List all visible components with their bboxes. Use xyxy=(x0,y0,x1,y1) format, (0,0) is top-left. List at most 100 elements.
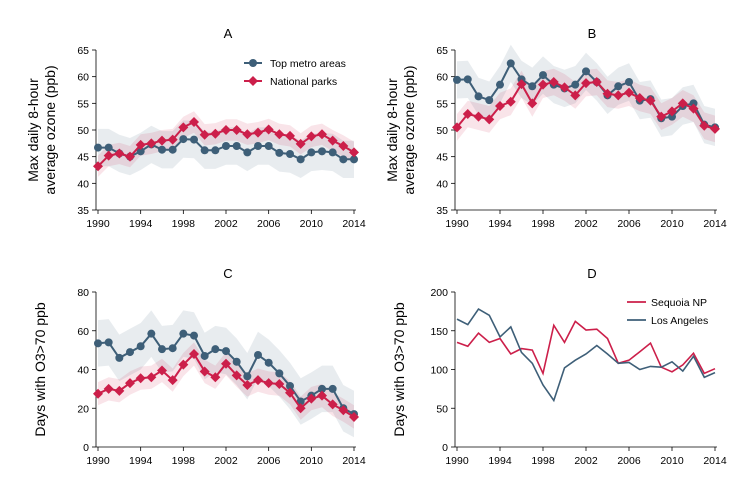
data-point xyxy=(222,347,230,356)
x-tick-label: 2010 xyxy=(300,218,324,230)
data-point xyxy=(677,98,688,109)
data-point xyxy=(253,127,263,138)
data-point xyxy=(168,344,177,353)
x-tick-label: 2002 xyxy=(574,455,598,467)
data-point xyxy=(158,345,166,354)
x-tick-label: 2006 xyxy=(617,218,641,230)
legend: Top metro areas National parks xyxy=(244,58,346,88)
legend-marker xyxy=(248,76,258,86)
data-point xyxy=(516,79,527,90)
data-point xyxy=(146,138,157,149)
series-line-sequoia-np xyxy=(456,320,716,376)
data-point xyxy=(231,370,242,381)
confidence-band-metro xyxy=(457,44,715,147)
data-point xyxy=(582,67,590,76)
y-tick-label: 0 xyxy=(442,442,448,454)
data-point xyxy=(667,106,677,117)
chart-title: D xyxy=(587,266,596,281)
data-point xyxy=(274,379,285,390)
y-tick-label: 60 xyxy=(77,72,89,84)
data-point xyxy=(179,135,188,144)
y-tick-label: 35 xyxy=(436,205,448,217)
data-point xyxy=(253,375,263,386)
data-point xyxy=(295,138,306,149)
legend-label: Sequoia NP xyxy=(651,297,707,309)
data-point xyxy=(485,96,494,105)
data-point xyxy=(668,112,676,121)
data-point xyxy=(190,331,198,340)
x-tick-label: 1998 xyxy=(172,455,196,467)
data-point xyxy=(317,390,327,401)
y-axis-label: Max daily 8-hour xyxy=(384,78,400,182)
y-axis-label: Days with O3>70 ppb xyxy=(391,302,407,436)
y-tick-label: 40 xyxy=(436,178,448,190)
data-point xyxy=(211,146,220,155)
x-tick-label: 1998 xyxy=(172,218,196,230)
data-point xyxy=(125,151,135,162)
data-point xyxy=(275,148,284,157)
data-point xyxy=(463,75,472,84)
data-point xyxy=(527,98,538,109)
data-point xyxy=(528,82,537,91)
y-tick-label: 45 xyxy=(436,152,448,164)
x-tick-label: 2014 xyxy=(342,218,366,230)
data-point xyxy=(199,129,210,140)
y-axis-label: Days with O3>70 ppb xyxy=(32,302,48,436)
data-point xyxy=(136,342,145,351)
chart-panel-A: A 35 40 45 50 55 60 65 1990 1994 1998 2002 2006 2010 2… xyxy=(25,26,366,230)
data-point xyxy=(104,338,113,347)
data-point xyxy=(115,353,124,362)
y-tick-label: 40 xyxy=(77,178,89,190)
data-point xyxy=(104,143,113,152)
x-tick-label: 2002 xyxy=(574,218,598,230)
x-tick-label: 2014 xyxy=(703,218,727,230)
data-point xyxy=(506,59,515,68)
y-axis-label: average ozone (ppb) xyxy=(42,65,58,194)
data-point xyxy=(211,345,220,354)
data-point xyxy=(147,329,156,338)
data-point xyxy=(167,134,178,145)
data-point xyxy=(190,135,198,144)
data-point xyxy=(306,393,317,404)
data-point xyxy=(243,148,252,157)
data-point xyxy=(114,385,125,396)
data-point xyxy=(263,124,274,135)
data-point xyxy=(328,384,337,393)
data-point xyxy=(114,148,125,159)
data-point xyxy=(296,155,305,164)
data-point xyxy=(484,114,495,125)
data-point xyxy=(602,88,613,99)
data-point xyxy=(570,90,581,101)
data-point xyxy=(200,351,209,360)
data-point xyxy=(135,139,146,150)
data-point xyxy=(210,372,221,383)
data-point xyxy=(94,339,102,348)
x-tick-label: 2010 xyxy=(660,218,684,230)
data-point xyxy=(157,365,167,376)
data-point xyxy=(285,387,295,398)
y-axis-label: Max daily 8-hour xyxy=(25,78,41,182)
legend-label: Los Angeles xyxy=(651,315,708,327)
data-point xyxy=(591,77,602,87)
y-tick-label: 35 xyxy=(77,205,89,217)
x-tick-label: 2010 xyxy=(660,455,684,467)
data-point xyxy=(135,373,146,384)
legend-marker xyxy=(249,59,257,67)
confidence-band-metro xyxy=(98,310,354,438)
data-point xyxy=(688,103,699,114)
data-point xyxy=(254,142,262,150)
data-point xyxy=(581,78,591,89)
y-tick-label: 40 xyxy=(77,365,89,377)
data-point xyxy=(327,399,338,410)
data-point xyxy=(221,358,231,369)
x-tick-label: 2014 xyxy=(703,455,727,467)
legend: Sequoia NP Los Angeles xyxy=(627,297,708,327)
data-point xyxy=(349,411,359,422)
data-point xyxy=(306,131,317,142)
data-point xyxy=(286,150,294,158)
data-point xyxy=(571,80,580,89)
data-point xyxy=(178,122,189,133)
legend-label: National parks xyxy=(270,76,337,88)
x-tick-label: 1998 xyxy=(531,455,555,467)
data-point xyxy=(495,101,505,111)
